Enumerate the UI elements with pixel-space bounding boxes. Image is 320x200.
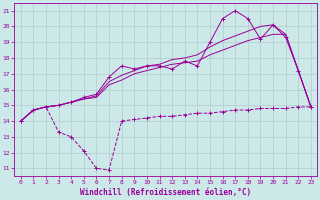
X-axis label: Windchill (Refroidissement éolien,°C): Windchill (Refroidissement éolien,°C): [80, 188, 252, 197]
